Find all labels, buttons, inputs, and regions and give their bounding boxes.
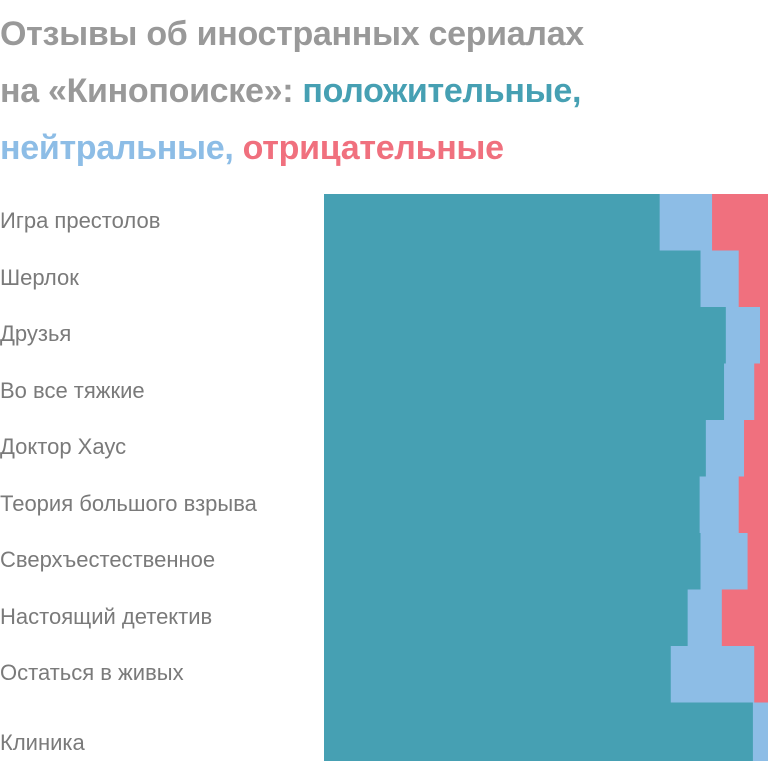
- bar-negative-6: [738, 476, 768, 534]
- chart-title: Отзывы об иностранных сериалах на «Киноп…: [0, 6, 768, 177]
- category-label: Во все тяжкие: [0, 377, 145, 403]
- bar-positive-3: [324, 307, 727, 364]
- title-line-1: Отзывы об иностранных сериалах: [0, 15, 584, 53]
- bar-neutral-10: [752, 702, 768, 761]
- bar-neutral-8: [687, 589, 723, 647]
- bar-negative-4: [754, 363, 768, 421]
- bar-negative-7: [747, 533, 768, 590]
- category-label: Остаться в живых: [0, 660, 184, 685]
- title-line-2-prefix: на «Кинопоиске»:: [0, 72, 303, 110]
- category-label: Игра престолов: [0, 208, 161, 233]
- bar-positive-2: [324, 250, 702, 308]
- bar-negative-5: [744, 420, 768, 477]
- bar-neutral-9: [670, 646, 755, 703]
- title-neutral-legend: нейтральные,: [0, 129, 234, 167]
- bar-positive-1: [324, 194, 661, 251]
- bar-neutral-2: [700, 250, 740, 308]
- bar-negative-9: [754, 646, 768, 703]
- bar-neutral-7: [700, 533, 749, 590]
- bar-negative-8: [721, 589, 768, 647]
- title-negative-legend: отрицательные: [242, 129, 504, 167]
- bar-negative-2: [738, 250, 768, 308]
- bar-negative-3: [760, 307, 768, 364]
- category-label: Клиника: [0, 730, 85, 755]
- bar-neutral-3: [725, 307, 761, 364]
- bar-neutral-5: [705, 420, 745, 477]
- category-label: Друзья: [0, 321, 72, 346]
- bar-negative-1: [712, 194, 768, 251]
- category-label: Теория большого взрыва: [0, 490, 257, 516]
- bar-positive-9: [324, 646, 672, 703]
- bar-positive-10: [324, 702, 754, 761]
- bar-positive-4: [324, 363, 725, 421]
- bar-neutral-1: [659, 194, 713, 251]
- category-label: Сверхъестественное: [0, 547, 216, 572]
- title-positive-legend: положительные,: [302, 72, 582, 110]
- bar-positive-6: [324, 476, 701, 534]
- bar-positive-7: [324, 533, 702, 590]
- category-label: Шерлок: [0, 264, 79, 290]
- bar-neutral-6: [699, 476, 740, 534]
- category-label: Настоящий детектив: [0, 603, 213, 629]
- bar-neutral-4: [724, 363, 755, 421]
- bar-positive-5: [324, 420, 707, 477]
- bar-positive-8: [324, 589, 689, 647]
- category-label: Доктор Хаус: [0, 434, 127, 459]
